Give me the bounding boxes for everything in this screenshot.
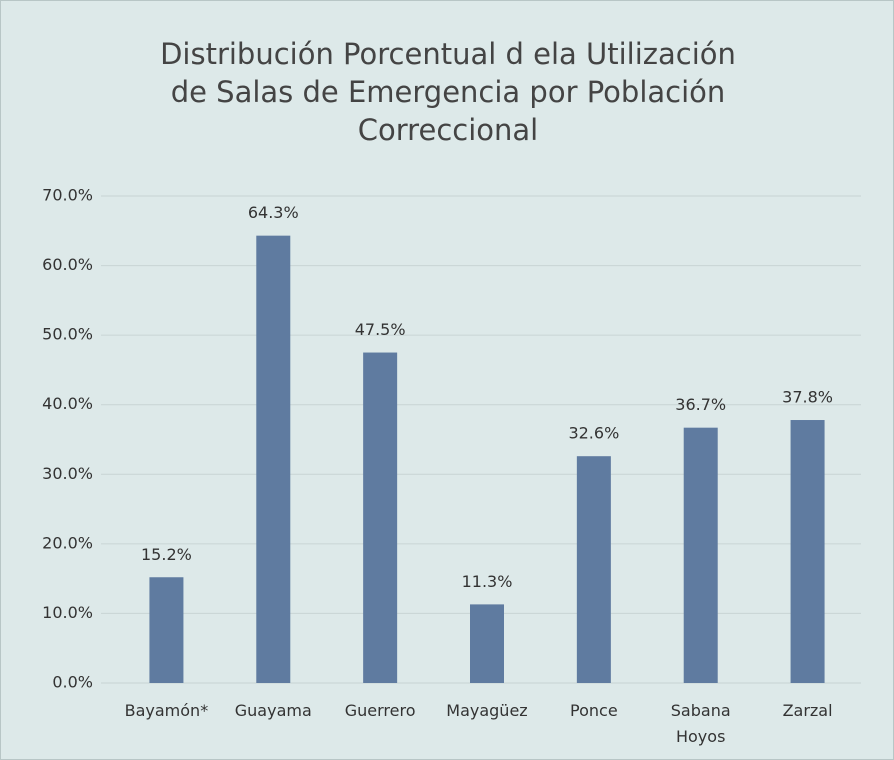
- bar: [470, 604, 504, 683]
- y-tick-label: 30.0%: [42, 464, 93, 483]
- x-tick-label: Zarzal: [782, 701, 833, 720]
- x-tick-label: Mayagüez: [446, 701, 528, 720]
- y-tick-label: 20.0%: [42, 533, 93, 552]
- y-tick-label: 60.0%: [42, 255, 93, 274]
- bar: [683, 427, 718, 683]
- y-tick-label: 10.0%: [42, 603, 93, 622]
- x-tick-label: Bayamón*: [124, 701, 209, 720]
- y-tick-label: 40.0%: [42, 394, 93, 413]
- x-tick-label: Sabana Hoyos: [670, 701, 731, 746]
- x-tick-label: Ponce: [570, 701, 618, 720]
- y-tick-label: 0.0%: [52, 673, 93, 692]
- bar: [256, 235, 291, 684]
- chart-title: Distribución Porcentual d ela Utilizació…: [160, 37, 736, 147]
- data-label: 15.2%: [141, 545, 192, 564]
- y-tick-label: 70.0%: [42, 186, 93, 205]
- bar: [363, 352, 398, 683]
- data-label: 32.6%: [568, 424, 619, 443]
- x-tick-label: Guayama: [234, 701, 312, 720]
- data-label: 47.5%: [355, 320, 406, 339]
- x-tick-label: Guerrero: [344, 701, 416, 720]
- y-tick-label: 50.0%: [42, 325, 93, 344]
- data-label: 11.3%: [462, 572, 513, 591]
- data-label: 36.7%: [675, 395, 726, 414]
- data-label: 37.8%: [782, 388, 833, 407]
- bar: [576, 456, 611, 683]
- data-label: 64.3%: [248, 203, 299, 222]
- bar: [149, 577, 184, 683]
- bar: [790, 420, 825, 683]
